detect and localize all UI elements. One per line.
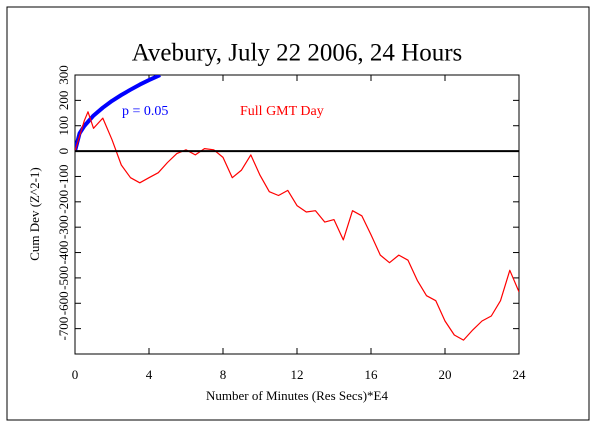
frame — [6, 6, 590, 421]
x-tick-label: 24 — [513, 367, 527, 382]
y-tick-label: 0 — [56, 148, 71, 155]
series-line — [75, 111, 519, 341]
y-tick-label: -700 — [56, 317, 71, 341]
y-tick-label: -500 — [56, 266, 71, 290]
x-tick-label: 8 — [220, 367, 227, 382]
y-tick-label: 200 — [56, 91, 71, 111]
chart-title: Avebury, July 22 2006, 24 Hours — [132, 40, 463, 67]
y-tick-label: 100 — [56, 116, 71, 135]
x-tick-label: 12 — [291, 367, 304, 382]
x-tick-label: 4 — [146, 367, 153, 382]
series-label: Full GMT Day — [240, 104, 324, 119]
x-tick-label: 16 — [365, 367, 379, 382]
series-line — [75, 75, 161, 152]
series-label: p = 0.05 — [122, 104, 168, 119]
y-tick-label: -600 — [56, 291, 71, 315]
x-tick-label: 0 — [72, 367, 79, 382]
y-tick-label: -400 — [56, 241, 71, 265]
y-tick-label: -100 — [56, 165, 71, 189]
y-tick-label: -200 — [56, 190, 71, 214]
y-tick-label: 300 — [56, 65, 71, 85]
y-tick-label: -300 — [56, 215, 71, 239]
plot-clip — [75, 75, 519, 341]
y-axis-label: Cum Dev (Z^2-1) — [27, 167, 42, 260]
x-axis-label: Number of Minutes (Res Secs)*E4 — [206, 388, 388, 403]
x-tick-label: 20 — [439, 367, 452, 382]
